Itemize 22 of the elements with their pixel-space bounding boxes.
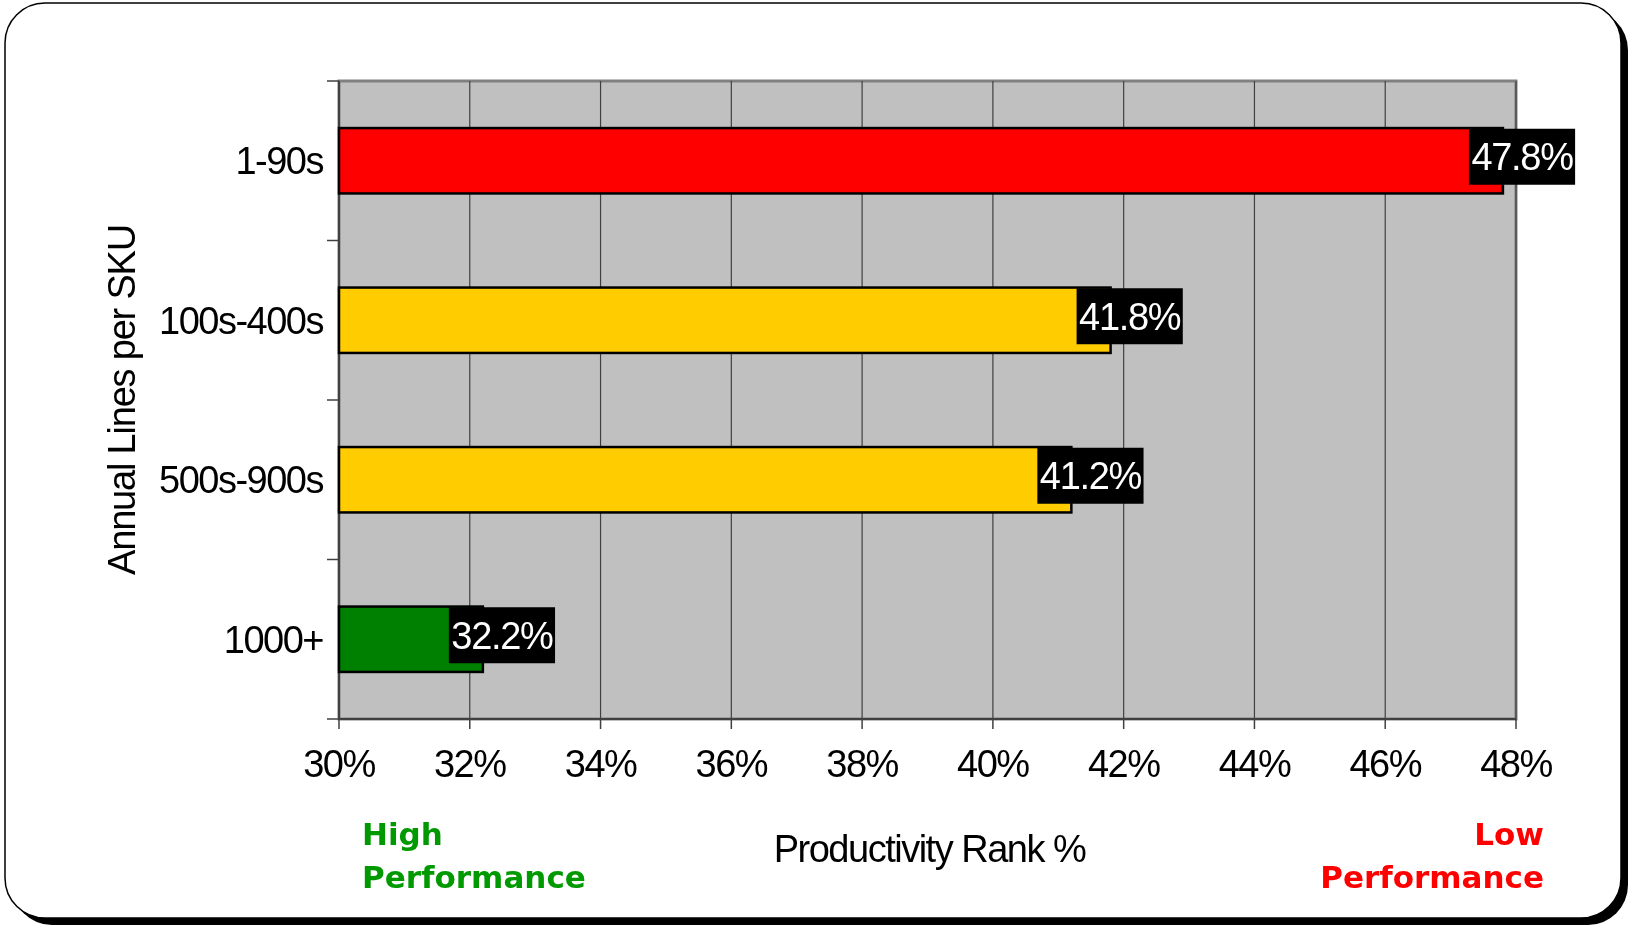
x-tick-label: 34% [564,743,638,785]
y-tick-label: 1000+ [223,618,324,661]
y-tick-label: 500s-900s [159,459,324,502]
x-tick-label: 38% [826,743,899,785]
data-label: 41.8% [1079,295,1181,338]
x-tick-label: 42% [1087,743,1161,785]
data-label: 47.8% [1471,136,1574,179]
data-label: 41.2% [1039,455,1142,498]
y-axis-title: Annual Lines per SKU [101,225,144,575]
x-tick-label: 30% [303,743,376,785]
x-tick-label: 40% [957,743,1030,785]
data-label: 32.2% [451,614,554,657]
text: Low Performance [1320,816,1544,895]
x-tick-label: 36% [695,743,768,785]
x-tick-label: 44% [1218,743,1291,785]
x-tick-label: 32% [434,743,507,785]
text: High Performance [362,816,586,895]
x-tick-label: 48% [1480,743,1553,785]
x-tick-label: 46% [1349,743,1422,785]
x-axis-title: Productivity Rank % [773,828,1086,870]
y-tick-label: 100s-400s [159,299,324,342]
y-tick-label: 1-90s [235,140,324,183]
